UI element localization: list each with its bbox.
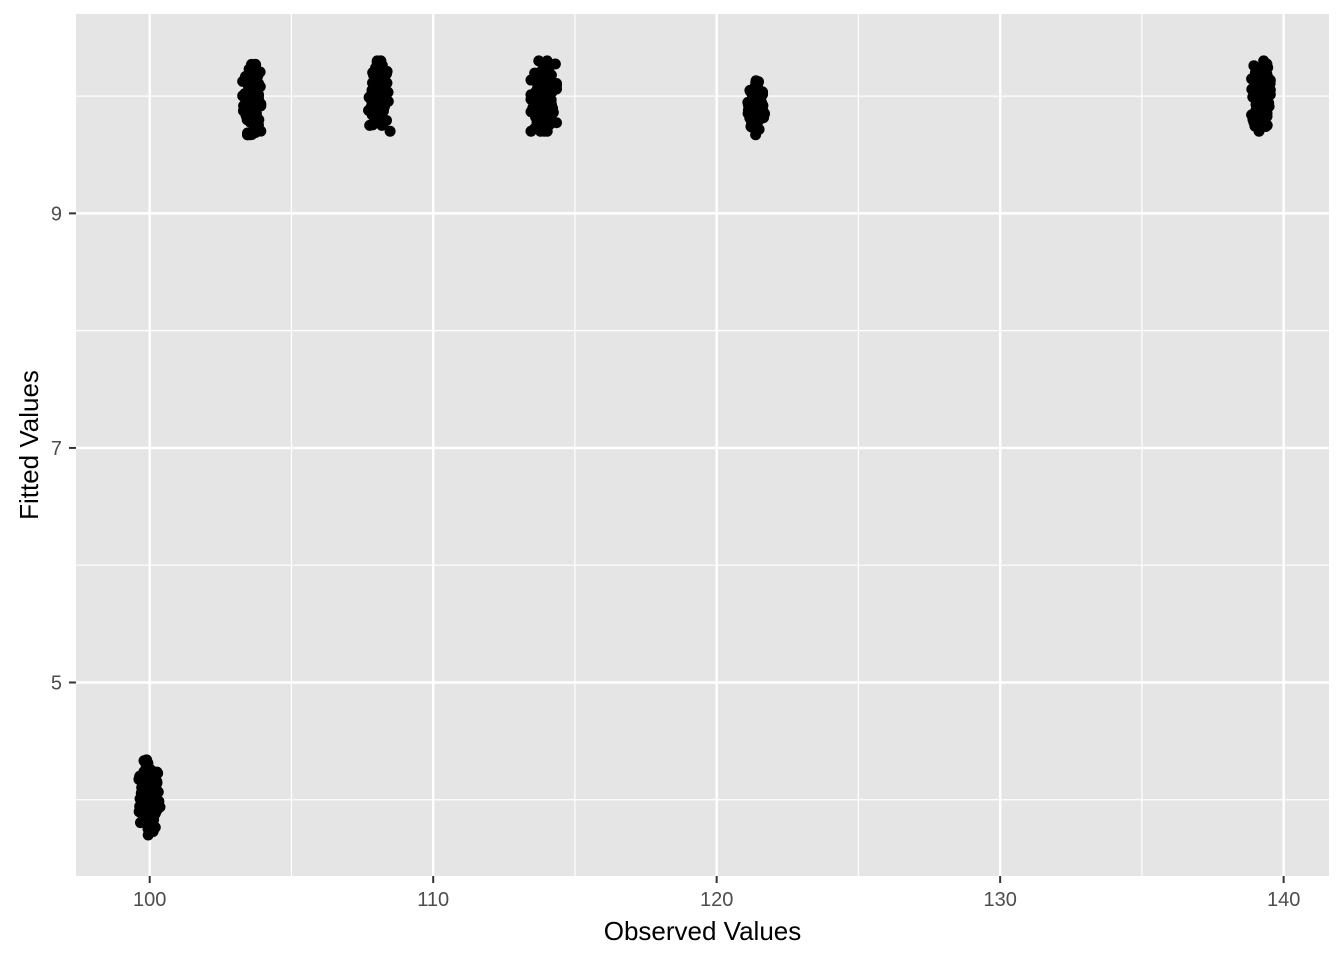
data-point — [243, 63, 255, 75]
data-point — [133, 806, 145, 818]
data-point — [151, 766, 163, 778]
x-axis-title: Observed Values — [604, 916, 802, 946]
plot-panel — [76, 14, 1329, 876]
data-point — [375, 55, 387, 67]
y-tick-label: 9 — [51, 203, 62, 225]
data-point — [541, 125, 553, 137]
x-tick-label: 130 — [983, 889, 1016, 911]
data-point — [1256, 74, 1268, 86]
data-point — [536, 66, 548, 78]
data-point — [749, 89, 761, 101]
data-point — [753, 76, 765, 88]
data-point — [1252, 105, 1264, 117]
x-tick-label: 100 — [133, 889, 166, 911]
y-tick-label: 5 — [51, 672, 62, 694]
data-point — [374, 116, 386, 128]
data-point — [540, 82, 552, 94]
data-point — [1246, 83, 1258, 95]
data-points — [133, 55, 1276, 841]
data-point — [143, 794, 155, 806]
data-point — [536, 107, 548, 119]
data-point — [1261, 58, 1273, 70]
data-point — [384, 125, 396, 137]
data-point — [372, 82, 384, 94]
data-point — [551, 117, 563, 129]
data-point — [549, 58, 561, 70]
data-point — [1259, 93, 1271, 105]
x-tick-label: 120 — [700, 889, 733, 911]
major-gridlines — [76, 14, 1329, 876]
data-point — [373, 96, 385, 108]
data-point — [525, 89, 537, 101]
y-axis: 5 7 9 — [51, 203, 76, 694]
data-point — [370, 106, 382, 118]
data-point — [370, 71, 382, 83]
data-point — [250, 117, 262, 129]
data-point — [138, 755, 150, 767]
data-point — [240, 95, 252, 107]
data-point — [543, 96, 555, 108]
x-tick-label: 140 — [1267, 889, 1300, 911]
data-point — [1253, 125, 1265, 137]
data-point — [537, 117, 549, 129]
data-point — [246, 86, 258, 98]
data-point — [145, 780, 157, 792]
data-point — [748, 115, 760, 127]
data-point — [742, 96, 754, 108]
y-tick-label: 7 — [51, 438, 62, 460]
x-axis: 100 110 120 130 140 — [133, 876, 1300, 911]
x-tick-label: 110 — [417, 889, 449, 911]
y-axis-title: Fitted Values — [14, 370, 44, 520]
minor-gridlines — [76, 14, 1329, 876]
